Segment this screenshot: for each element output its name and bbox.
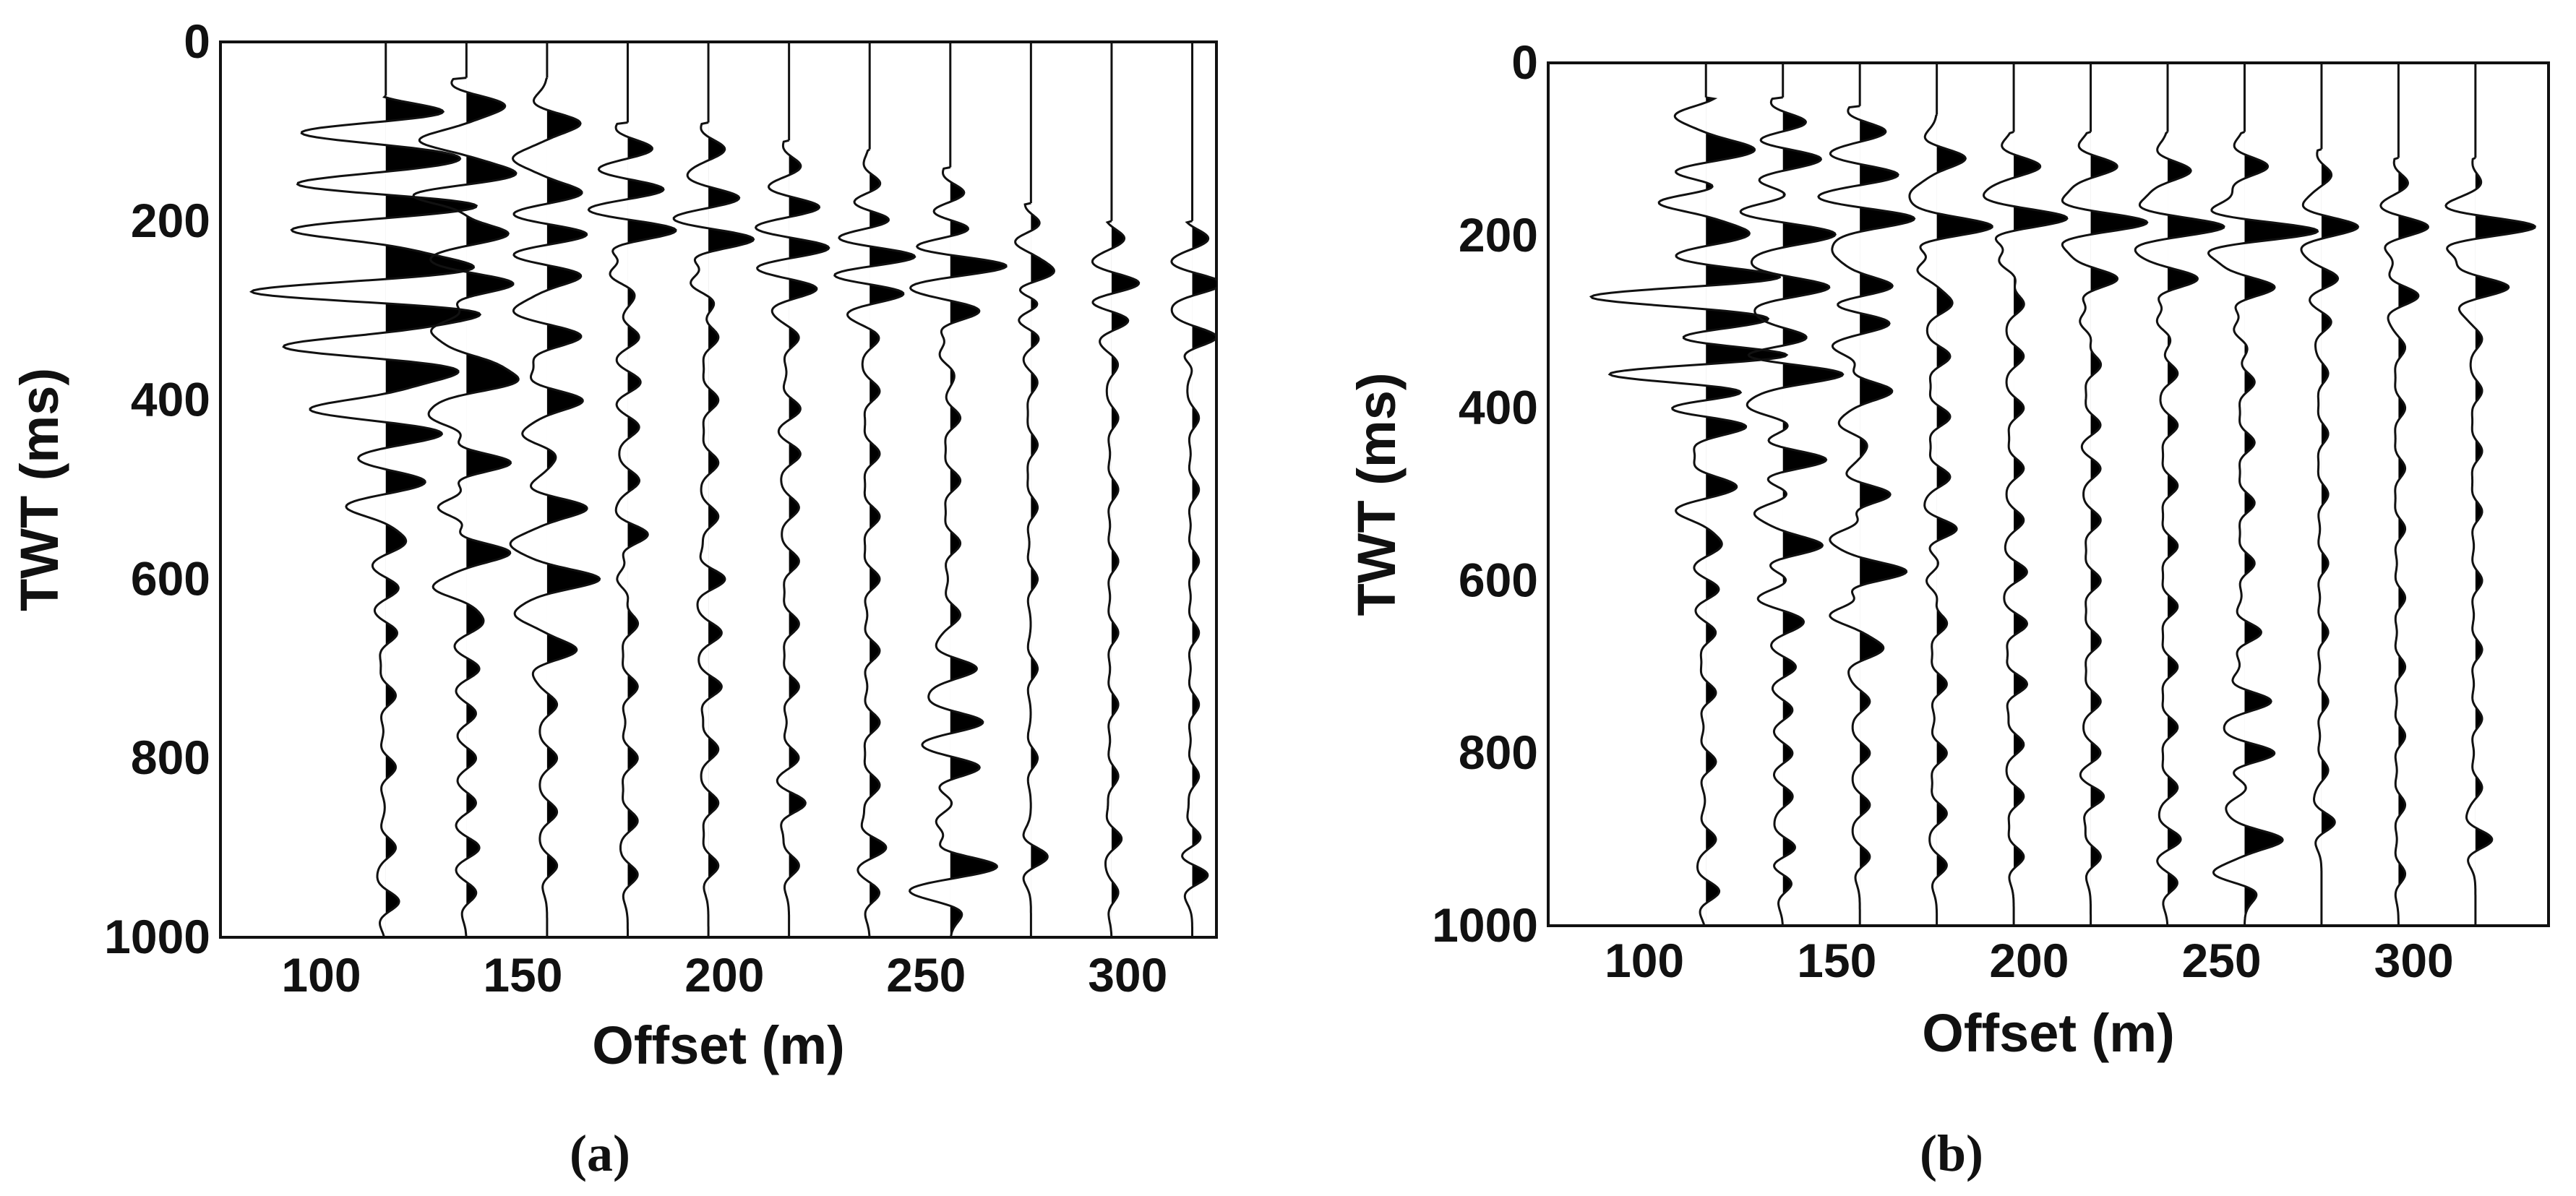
y-axis-label: TWT (ms): [1347, 372, 1407, 616]
trace-216: [2061, 63, 2149, 926]
x-tick-label: 150: [483, 948, 562, 1002]
trace-positive-fill: [2475, 158, 2536, 926]
trace-wiggle: [1014, 202, 1055, 937]
y-axis-label: TWT (ms): [9, 368, 69, 611]
x-tick-label: 100: [1605, 934, 1684, 987]
trace-196: [1982, 63, 2069, 926]
y-tick-label: 600: [131, 551, 210, 605]
y-tick-label: 200: [131, 194, 210, 247]
trace-wiggle: [509, 77, 601, 937]
trace-116: [249, 42, 482, 937]
trace-256: [2207, 63, 2319, 926]
trace-316: [2444, 63, 2536, 926]
trace-positive-fill: [2321, 149, 2358, 926]
traces: [1589, 63, 2536, 926]
trace-wiggle: [2300, 147, 2360, 926]
trace-196: [672, 42, 755, 937]
trace-296: [2379, 63, 2429, 926]
y-tick-label: 400: [131, 373, 210, 426]
trace-wiggle: [1091, 220, 1141, 937]
trace-wiggle: [1982, 131, 2069, 926]
trace-wiggle: [587, 121, 677, 937]
trace-276: [1014, 42, 1055, 937]
y-tick-label: 1000: [104, 910, 210, 963]
x-tick-label: 150: [1797, 934, 1876, 987]
traces: [249, 42, 1216, 937]
trace-positive-fill: [627, 122, 676, 937]
y-tick-label: 0: [184, 14, 210, 68]
y-tick-label: 1000: [1432, 898, 1538, 952]
trace-wiggle: [2444, 156, 2536, 926]
trace-wiggle: [412, 77, 520, 937]
trace-positive-fill: [1192, 220, 1216, 937]
x-axis-label: Offset (m): [1922, 1003, 2174, 1063]
trace-136: [1739, 63, 1845, 926]
trace-wiggle: [754, 139, 830, 937]
trace-136: [412, 42, 520, 937]
trace-236: [2134, 63, 2225, 926]
panel-b: 0 200 400 600 800 1000 100 150 200 250 300 Offset (…: [1347, 35, 2550, 1182]
trace-wiggle: [2207, 131, 2319, 926]
trace-wiggle: [249, 95, 482, 937]
trace-176: [1908, 63, 1993, 925]
trace-156: [509, 42, 601, 937]
x-tick-label: 200: [684, 948, 764, 1002]
trace-positive-fill: [708, 122, 754, 937]
trace-wiggle: [2379, 156, 2429, 926]
x-tick-label: 250: [886, 948, 966, 1002]
trace-positive-fill: [2014, 132, 2067, 926]
trace-wiggle: [1170, 220, 1216, 937]
trace-296: [1091, 42, 1141, 937]
y-tick-label: 800: [1459, 726, 1538, 779]
trace-276: [2300, 63, 2360, 926]
y-tick-label: 200: [1459, 208, 1538, 262]
trace-positive-fill: [2398, 158, 2429, 926]
trace-wiggle: [1908, 113, 1993, 925]
panel-label: (a): [570, 1124, 630, 1182]
trace-wiggle: [1817, 105, 1916, 926]
x-tick-label: 300: [1088, 948, 1167, 1002]
panel-a: 0 200 400 600 800 1000 100 150 200 250 300 Offset (…: [9, 14, 1218, 1182]
y-tick-label: 600: [1459, 553, 1538, 606]
trace-wiggle: [2134, 131, 2225, 926]
trace-wiggle: [2061, 131, 2149, 926]
trace-positive-fill: [2244, 132, 2318, 926]
x-tick-label: 100: [281, 948, 361, 1002]
x-tick-label: 250: [2181, 934, 2261, 987]
trace-256: [909, 42, 1008, 937]
y-tick-label: 800: [131, 731, 210, 784]
panel-label: (b): [1920, 1124, 1983, 1182]
trace-116: [1589, 63, 1789, 926]
trace-216: [754, 42, 830, 937]
trace-positive-fill: [1782, 97, 1843, 926]
trace-wiggle: [672, 121, 755, 937]
trace-wiggle: [1589, 96, 1789, 926]
trace-positive-fill: [1031, 203, 1055, 937]
trace-positive-fill: [466, 77, 519, 937]
trace-wiggle: [833, 148, 916, 937]
trace-positive-fill: [950, 167, 1007, 937]
y-tick-label: 400: [1459, 381, 1538, 434]
trace-wiggle: [909, 166, 1008, 937]
y-tick-label: 0: [1511, 35, 1538, 89]
trace-156: [1817, 63, 1916, 926]
trace-316: [1170, 42, 1216, 937]
x-tick-label: 300: [2374, 934, 2454, 987]
x-tick-label: 200: [1989, 934, 2069, 987]
trace-176: [587, 42, 677, 937]
x-axis-label: Offset (m): [592, 1015, 844, 1075]
trace-positive-fill: [546, 77, 600, 937]
trace-236: [833, 42, 916, 937]
trace-wiggle: [1739, 96, 1845, 926]
